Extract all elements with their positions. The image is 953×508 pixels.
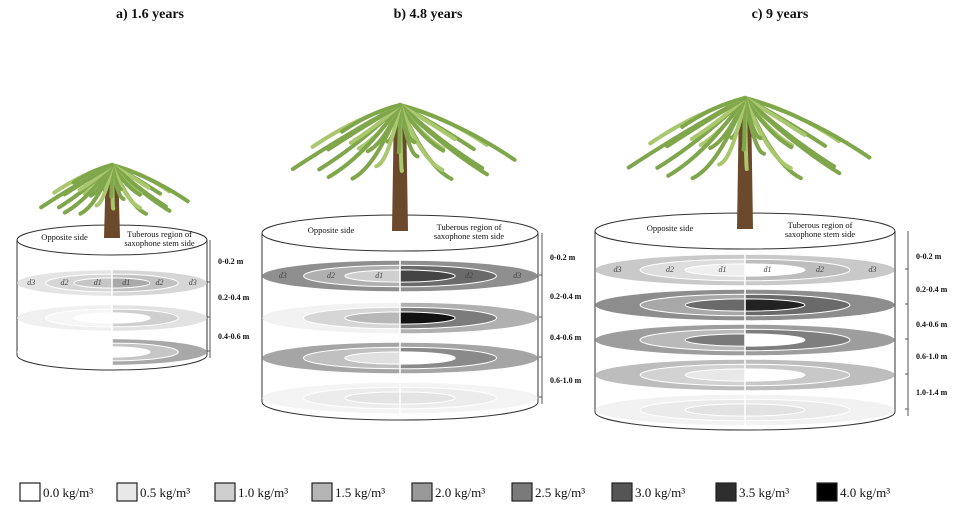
ring-label: d2 [465,271,473,280]
density-ring [344,391,401,405]
ring-label: d1 [719,265,727,274]
legend-label: 2.0 kg/m³ [435,485,485,500]
ring-label: d1 [764,265,772,274]
frond [743,96,872,160]
ring-label: d1 [375,271,383,280]
ring-label: d2 [816,265,824,274]
depth-label: 0.6-1.0 m [550,376,582,385]
ring-label: d3 [513,271,521,280]
stem-label: saxophone stem side [124,238,195,248]
density-ring [344,351,401,365]
density-ring [73,346,113,358]
density-ring [399,351,456,365]
depth-label: 0.2-0.4 m [916,285,948,294]
ring-label: d3 [279,271,287,280]
opposite-label: Opposite side [308,225,355,235]
density-ring [399,391,456,405]
legend-swatch [816,482,838,502]
density-ring [73,312,113,324]
legend-label: 3.0 kg/m³ [635,485,685,500]
legend-label: 0.0 kg/m³ [43,485,93,500]
density-ring [684,263,746,277]
opposite-label: Opposite side [41,232,88,242]
ring-label: d1 [94,278,102,287]
ring-label: d2 [156,278,164,287]
legend-label: 4.0 kg/m³ [840,485,890,500]
density-ring [744,263,806,277]
density-ring [744,368,806,382]
panel: b) 4.8 years d3 d2 d1 d1 d2 d3 Opposite side Tub… [261,7,582,421]
depth-label: 1.0-1.4 m [916,388,948,397]
density-ring [744,298,806,312]
legend-swatch [511,482,533,502]
density-ring [111,312,151,324]
frond [326,103,402,179]
legend-label: 1.0 kg/m³ [238,485,288,500]
depth-label: 0-0.2 m [550,253,576,262]
legend-swatch [116,482,138,502]
density-ring [684,333,746,347]
stem-label: saxophone stem side [785,229,856,239]
ring-label: d2 [327,271,335,280]
opposite-label: Opposite side [647,223,694,233]
density-ring [684,368,746,382]
ring-label: d3 [614,265,622,274]
frond [290,103,402,172]
frond [398,103,489,177]
frond [71,163,114,185]
frond [665,96,747,179]
legend-swatch [311,482,333,502]
depth-label: 0-0.2 m [916,252,942,261]
legend-swatch [214,482,236,502]
density-ring [399,269,456,283]
legend-label: 3.5 kg/m³ [739,485,789,500]
density-ring [344,269,401,283]
panel-title: b) 4.8 years [394,7,463,22]
panel-title: c) 9 years [752,7,809,22]
ring-label: d3 [869,265,877,274]
panel-title: a) 1.6 years [116,7,185,22]
density-ring [344,311,401,325]
legend-label: 0.5 kg/m³ [140,485,190,500]
frond [680,96,747,129]
stem-label: saxophone stem side [434,231,505,241]
legend-swatch [715,482,737,502]
density-ring [744,403,806,417]
ring-label: d3 [27,278,35,287]
ring-label: d2 [61,278,69,287]
legend-swatch [611,482,633,502]
depth-label: 0.2-0.4 m [550,292,582,301]
legend-label: 2.5 kg/m³ [535,485,585,500]
legend-swatch [411,482,433,502]
depth-label: 0.2-0.4 m [218,293,250,302]
panel: c) 9 years d3 d2 d1 d1 d2 d3 Opposite side Tuber… [594,7,948,431]
frond [743,96,842,176]
ring-label: d2 [666,265,674,274]
legend-swatch [19,482,41,502]
depth-label: 0.4-0.6 m [218,332,250,341]
stem-label: Tuberous region of [437,222,502,232]
panel: a) 1.6 years d3 d2 d1 d1 d2 d3 Opposite side Tub… [16,7,250,371]
density-ring [111,346,151,358]
density-ring [73,277,113,289]
density-ring [744,333,806,347]
stem-label: Tuberous region of [127,229,192,239]
density-ring [111,277,151,289]
depth-label: 0.4-0.6 m [916,320,948,329]
ring-label: d1 [417,271,425,280]
frond [340,103,402,134]
ring-label: d3 [189,278,197,287]
density-ring [684,403,746,417]
stem-label: Tuberous region of [788,220,853,230]
depth-label: 0.6-1.0 m [916,352,948,361]
legend-label: 1.5 kg/m³ [335,485,385,500]
depth-label: 0.4-0.6 m [550,333,582,342]
frond [626,96,747,170]
density-ring [399,311,456,325]
frond [398,103,517,162]
depth-label: 0-0.2 m [218,257,244,266]
ring-label: d1 [122,278,130,287]
density-ring [684,298,746,312]
